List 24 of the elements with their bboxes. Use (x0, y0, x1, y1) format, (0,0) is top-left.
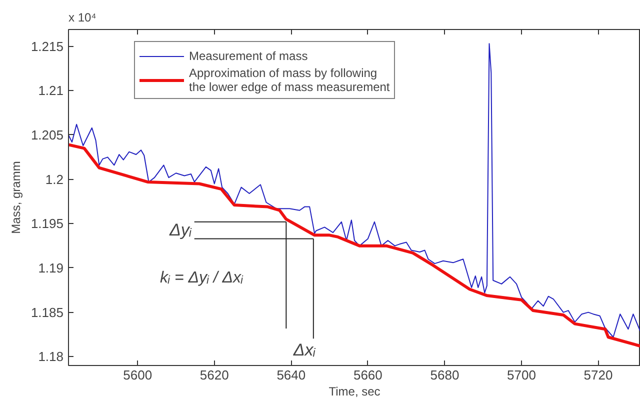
x-tick-label: 5700 (507, 368, 536, 382)
annotation: Δyᵢ (168, 220, 192, 240)
y-axis-title: Mass, gramm (8, 161, 23, 234)
x-tick-label: 5680 (430, 368, 460, 382)
x-axis-title: Time, sec (328, 384, 380, 398)
annotation: Δxᵢ (292, 340, 316, 360)
x-tick-label: 5640 (276, 368, 306, 382)
legend-label: Measurement of mass (189, 49, 308, 63)
line-series (68, 43, 640, 338)
y-tick-label: 1.2 (45, 172, 64, 187)
annotation: kᵢ = Δyᵢ / Δxᵢ (160, 270, 244, 287)
text: x 10⁴ (68, 10, 96, 24)
y-tick-label: 1.18 (38, 349, 64, 364)
y-tick-label: 1.21 (38, 83, 64, 98)
y-tick-label: 1.185 (30, 304, 64, 320)
y-tick-label: 1.205 (30, 128, 64, 142)
x-tick-label: 5660 (353, 368, 382, 382)
x-tick-label: 5620 (200, 368, 229, 382)
x-tick-label: 5600 (123, 368, 152, 382)
legend-label: Approximation of mass by following the lower edge of mass measurement (189, 66, 390, 94)
y-tick-label: 1.19 (38, 260, 64, 276)
x-tick-label: 5720 (584, 368, 613, 382)
y-tick-label: 1.215 (30, 38, 64, 54)
y-tick-label: 1.195 (30, 216, 64, 232)
